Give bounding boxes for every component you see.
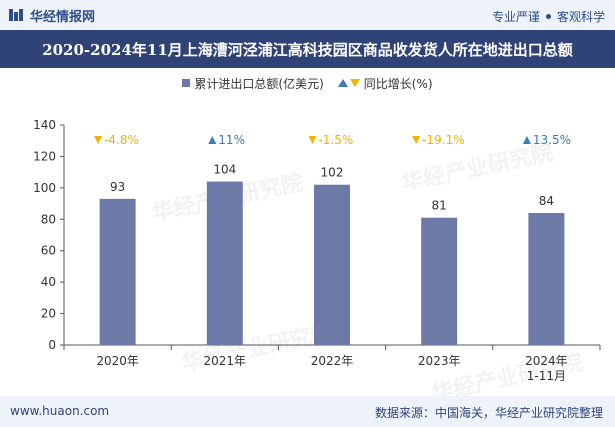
growth-label: 13.5% bbox=[533, 133, 571, 147]
bar bbox=[528, 213, 565, 345]
footer: www.huaon.com 数据来源：中国海关，华经产业研究院整理 bbox=[0, 396, 615, 427]
x-tick-label: 2022年 bbox=[311, 354, 354, 368]
growth-label: -19.1% bbox=[422, 133, 464, 147]
legend: 累计进出口总额(亿美元) 同比增长(%) bbox=[0, 74, 615, 92]
y-tick-label: 120 bbox=[33, 149, 56, 163]
y-tick-label: 0 bbox=[48, 338, 56, 352]
x-tick-label: 2020年 bbox=[96, 354, 139, 368]
growth-down-triangle bbox=[308, 136, 317, 144]
bar-value-label: 81 bbox=[432, 199, 447, 213]
tagline-2: 客观科学 bbox=[556, 10, 605, 24]
growth-label: 11% bbox=[218, 133, 245, 147]
bar bbox=[314, 184, 350, 345]
y-tick-label: 140 bbox=[33, 118, 56, 132]
y-tick-label: 20 bbox=[41, 307, 56, 321]
growth-label: -4.8% bbox=[104, 133, 139, 147]
growth-up-triangle bbox=[522, 136, 531, 144]
header-bar: 华经情报网 专业严谨 客观科学 bbox=[0, 0, 615, 30]
y-tick-label: 100 bbox=[33, 181, 56, 195]
legend-bar-swatch bbox=[182, 79, 191, 87]
tagline-1: 专业严谨 bbox=[491, 10, 540, 24]
bar bbox=[421, 217, 458, 345]
growth-down-triangle bbox=[94, 136, 103, 144]
growth-down-triangle bbox=[412, 136, 421, 144]
dot-icon bbox=[545, 14, 551, 19]
bar bbox=[99, 198, 136, 345]
y-tick-label: 80 bbox=[41, 212, 56, 226]
brand-name: 华经情报网 bbox=[30, 9, 96, 25]
y-tick-label: 40 bbox=[41, 275, 56, 289]
x-tick-label: 2023年 bbox=[418, 354, 461, 368]
legend-down-triangle-icon bbox=[349, 79, 360, 87]
legend-growth-label: 同比增长(%) bbox=[363, 76, 433, 91]
bar-value-label: 93 bbox=[110, 180, 125, 194]
bar-value-label: 84 bbox=[539, 194, 554, 208]
tagline: 专业严谨 客观科学 bbox=[492, 8, 605, 25]
growth-label: -1.5% bbox=[319, 133, 354, 147]
footer-source: 数据来源：中国海关，华经产业研究院整理 bbox=[374, 406, 603, 420]
logo-icon bbox=[9, 9, 23, 21]
footer-url[interactable]: www.huaon.com bbox=[10, 404, 110, 418]
y-tick-label: 60 bbox=[41, 244, 56, 258]
legend-up-triangle-icon bbox=[337, 79, 348, 87]
x-tick-label: 1-11月 bbox=[527, 369, 566, 383]
x-tick-label: 2024年 bbox=[525, 354, 568, 368]
legend-bar-label: 累计进出口总额(亿美元) bbox=[194, 76, 324, 91]
x-tick-label: 2021年 bbox=[204, 354, 247, 368]
growth-up-triangle bbox=[208, 136, 217, 144]
brand-logo[interactable]: 华经情报网 bbox=[8, 6, 96, 25]
chart-title: 2020-2024年11月上海漕河泾浦江高科技园区商品收发货人所在地进出口总额 bbox=[0, 30, 615, 68]
bar bbox=[206, 181, 243, 345]
bar-value-label: 102 bbox=[321, 166, 344, 180]
chart-plot: 0 20 40 60 80 100 120 140 93 2020年 -4.8% 104 2021年 11… bbox=[33, 118, 601, 383]
bar-value-label: 104 bbox=[213, 163, 236, 177]
